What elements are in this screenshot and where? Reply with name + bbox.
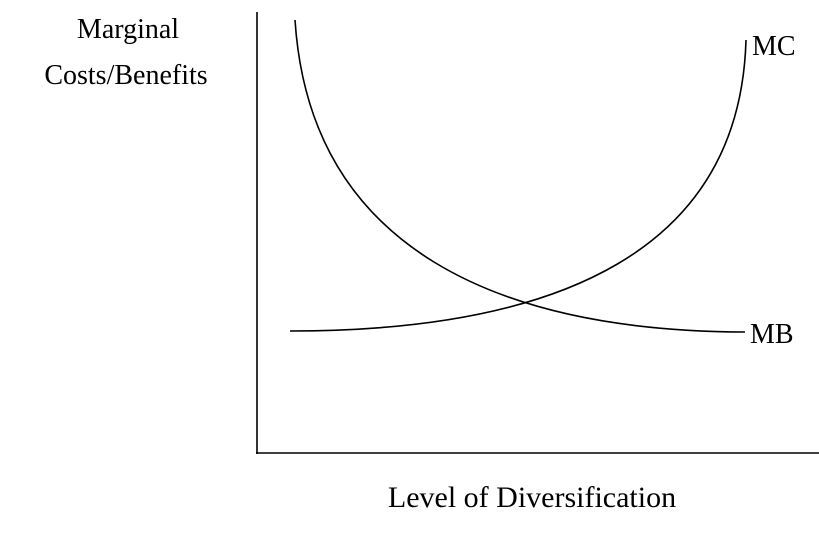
y-axis-label: Costs/Benefits xyxy=(44,60,207,91)
mc-curve xyxy=(289,39,747,332)
x-axis-label: Level of Diversification xyxy=(388,481,676,514)
curve-label: MB xyxy=(750,319,794,350)
mb-curve xyxy=(294,19,746,333)
y-axis-label: Marginal xyxy=(77,14,179,45)
curve-label: MC xyxy=(752,31,796,62)
